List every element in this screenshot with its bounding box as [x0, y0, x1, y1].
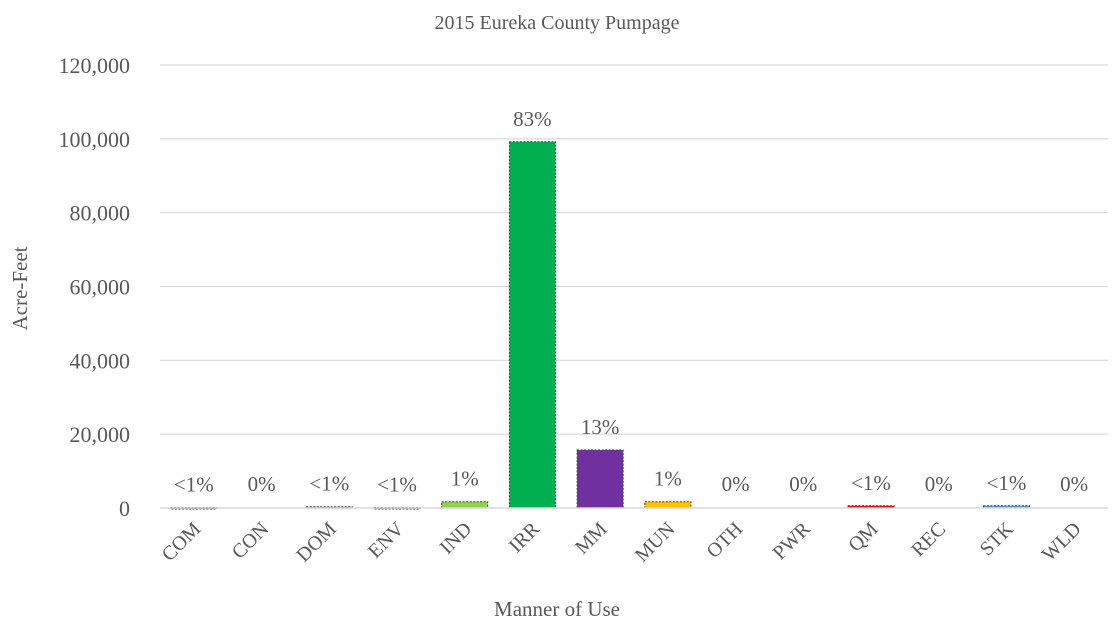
- y-axis-ticks: 0 20,000 40,000 60,000 80,000 100,000 120,000: [59, 53, 131, 521]
- data-labels: <1% 0% <1% <1% 1% 83% 13% 1% 0% 0% <1% 0% <1% 0%: [174, 107, 1088, 497]
- data-label-env: <1%: [377, 472, 417, 496]
- data-label-wld: 0%: [1060, 472, 1088, 496]
- y-tick-label: 100,000: [59, 127, 131, 152]
- x-category-label: QM: [844, 518, 882, 556]
- y-tick-label: 80,000: [70, 201, 131, 226]
- data-label-pwr: 0%: [789, 472, 817, 496]
- data-label-con: 0%: [248, 472, 276, 496]
- x-axis-title: Manner of Use: [494, 597, 620, 621]
- y-tick-label: 40,000: [70, 348, 131, 373]
- data-label-dom: <1%: [309, 472, 349, 496]
- data-label-oth: 0%: [722, 472, 750, 496]
- x-category-label: IND: [436, 518, 477, 559]
- data-label-qm: <1%: [851, 471, 891, 495]
- data-label-stk: <1%: [987, 471, 1027, 495]
- x-category-label: CON: [228, 518, 273, 563]
- x-category-label: STK: [976, 518, 1019, 561]
- x-category-label: IRR: [505, 518, 545, 558]
- y-tick-label: 120,000: [59, 53, 131, 78]
- x-category-label: PWR: [769, 518, 816, 565]
- y-tick-label: 60,000: [70, 275, 131, 300]
- data-label-ind: 1%: [451, 467, 479, 491]
- bar-irr: [508, 141, 556, 509]
- y-axis-title: Acre-Feet: [8, 246, 32, 330]
- x-category-label: REC: [907, 518, 950, 561]
- x-axis-category-labels: COM CON DOM ENV IND IRR MM MUN OTH PWR QM REC STK WLD: [158, 518, 1086, 567]
- data-label-mm: 13%: [581, 415, 620, 439]
- x-category-label: ENV: [364, 518, 409, 563]
- x-category-label: MM: [571, 518, 612, 559]
- data-label-irr: 83%: [513, 107, 552, 131]
- data-label-rec: 0%: [925, 472, 953, 496]
- x-category-label: COM: [158, 518, 206, 566]
- gridlines: [160, 64, 1108, 435]
- y-tick-label: 0: [119, 496, 130, 521]
- y-tick-label: 20,000: [70, 422, 131, 447]
- bar-ind: [441, 501, 489, 509]
- data-label-com: <1%: [174, 472, 214, 496]
- x-category-label: WLD: [1038, 518, 1086, 566]
- bars: [170, 141, 1030, 510]
- x-category-label: MUN: [631, 518, 680, 567]
- chart-title: 2015 Eureka County Pumpage: [435, 12, 680, 34]
- bar-mun: [644, 501, 692, 509]
- x-category-label: OTH: [702, 518, 747, 563]
- x-category-label: DOM: [292, 518, 341, 567]
- bar-mm: [576, 449, 624, 509]
- data-label-mun: 1%: [654, 467, 682, 491]
